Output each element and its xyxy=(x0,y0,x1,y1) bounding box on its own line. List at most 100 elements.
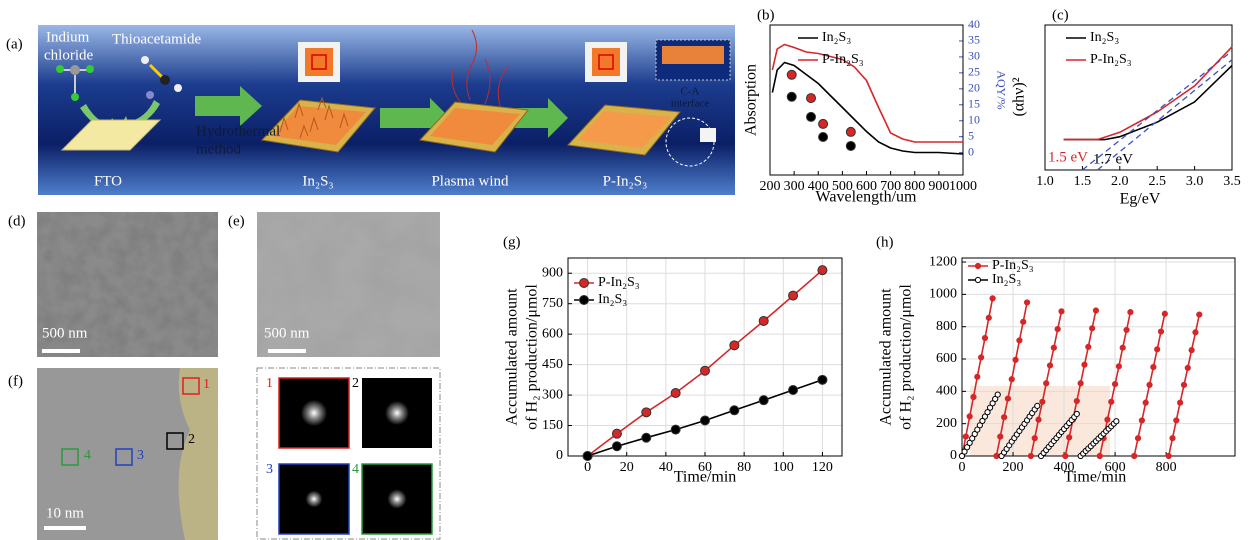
scheme-text: Hydrothermal xyxy=(196,123,280,139)
y-tick-label: 150 xyxy=(542,418,563,433)
region-label: 3 xyxy=(137,448,144,463)
y-axis-label: Absorption xyxy=(743,64,760,136)
data-point xyxy=(963,434,968,439)
region-label: 1 xyxy=(203,377,210,392)
data-point xyxy=(612,429,621,438)
data-point xyxy=(1024,300,1029,305)
data-point xyxy=(979,355,984,360)
x-tick-label: 1.5 xyxy=(1074,174,1092,189)
scheme-text: Indium xyxy=(46,29,90,45)
data-point xyxy=(1074,398,1079,403)
y-tick-label: 300 xyxy=(542,387,563,402)
data-point xyxy=(1155,347,1160,352)
fft-label: 2 xyxy=(352,376,359,391)
fft-label: 4 xyxy=(352,462,359,477)
y-tick-label: 750 xyxy=(542,296,563,311)
data-point xyxy=(1128,310,1133,315)
annotation: 1.7 eV xyxy=(1093,151,1133,167)
data-point xyxy=(642,433,651,442)
legend-marker xyxy=(975,263,980,268)
data-point xyxy=(642,408,651,417)
data-point xyxy=(1166,453,1171,458)
y-tick-label: 900 xyxy=(542,265,563,280)
panel-f: (f) 1 2 3 4 10 nm 1 2 3 4 xyxy=(8,368,440,540)
x-tick-label: 3.0 xyxy=(1186,174,1204,189)
data-point xyxy=(1147,382,1152,387)
x-tick-label: 20 xyxy=(620,460,634,475)
x-tick-label: 80 xyxy=(737,460,751,475)
scheme-text: FTO xyxy=(94,173,122,189)
data-point xyxy=(1036,417,1041,422)
data-point xyxy=(975,374,980,379)
data-point xyxy=(1040,399,1045,404)
y2-tick-label: 5 xyxy=(968,128,974,142)
data-point xyxy=(701,416,710,425)
scheme-text: interface xyxy=(671,98,710,110)
data-point xyxy=(994,453,999,458)
scheme-text: P-In₂S₃ xyxy=(603,173,648,189)
data-point xyxy=(1116,364,1121,369)
panel-d: (d) 500 nm xyxy=(8,212,218,357)
legend-label: P-In₂S₃ xyxy=(992,258,1034,273)
data-point xyxy=(819,133,828,142)
data-point xyxy=(701,366,710,375)
panel-label: (f) xyxy=(8,373,23,389)
legend-label: P-In₂S₃ xyxy=(822,52,864,67)
data-point xyxy=(789,386,798,395)
y2-tick-label: 10 xyxy=(968,112,980,126)
y2-tick-label: 40 xyxy=(968,17,980,31)
data-point xyxy=(1132,453,1137,458)
data-point xyxy=(1028,453,1033,458)
y-tick-label: 0 xyxy=(556,448,563,463)
data-point xyxy=(1151,365,1156,370)
data-point xyxy=(995,392,1000,397)
x-tick-label: 800 xyxy=(1156,460,1177,475)
y-tick-label: 1000 xyxy=(929,287,957,302)
data-point xyxy=(1074,411,1079,416)
panel-e: (e) 500 nm xyxy=(228,212,440,357)
data-point xyxy=(1109,399,1114,404)
legend-label: In₂S₃ xyxy=(598,292,627,307)
data-point xyxy=(1009,377,1014,382)
data-point xyxy=(1086,344,1091,349)
data-point xyxy=(1193,330,1198,335)
data-point xyxy=(1013,357,1018,362)
scheme-text: Plasma wind xyxy=(431,173,509,189)
data-point xyxy=(1112,381,1117,386)
data-point xyxy=(846,141,855,150)
data-point xyxy=(1120,345,1125,350)
data-point xyxy=(1170,436,1175,441)
data-point xyxy=(1055,327,1060,332)
data-point xyxy=(1090,326,1095,331)
x-tick-label: 3.5 xyxy=(1223,174,1241,189)
data-point xyxy=(671,389,680,398)
data-point xyxy=(1078,381,1083,386)
panel-label: (d) xyxy=(8,213,26,229)
x-tick-label: 900 xyxy=(928,179,949,194)
panel-label: (c) xyxy=(1052,7,1069,23)
data-point xyxy=(818,266,827,275)
data-point xyxy=(807,94,816,103)
detail-inset xyxy=(700,128,716,142)
data-point xyxy=(1044,381,1049,386)
y2-tick-label: 0 xyxy=(968,144,974,158)
series-line xyxy=(772,45,963,143)
data-point xyxy=(1051,345,1056,350)
y2-tick-label: 20 xyxy=(968,81,980,95)
data-point xyxy=(1105,417,1110,422)
data-point xyxy=(998,434,1003,439)
fft-label: 1 xyxy=(266,376,273,391)
figure: (a) I xyxy=(0,0,1251,540)
data-point xyxy=(819,119,828,128)
scheme-text: Thioacetamide xyxy=(112,31,201,47)
data-point xyxy=(1047,363,1052,368)
data-point xyxy=(1063,453,1068,458)
x-tick-label: 100 xyxy=(773,460,794,475)
y-tick-label: 400 xyxy=(936,384,957,399)
legend-label: In₂S₃ xyxy=(992,272,1021,287)
data-point xyxy=(1174,418,1179,423)
x-axis-label: Time/min xyxy=(1064,469,1127,486)
y-tick-label: 600 xyxy=(936,351,957,366)
x-tick-label: 300 xyxy=(784,179,805,194)
data-point xyxy=(612,442,621,451)
